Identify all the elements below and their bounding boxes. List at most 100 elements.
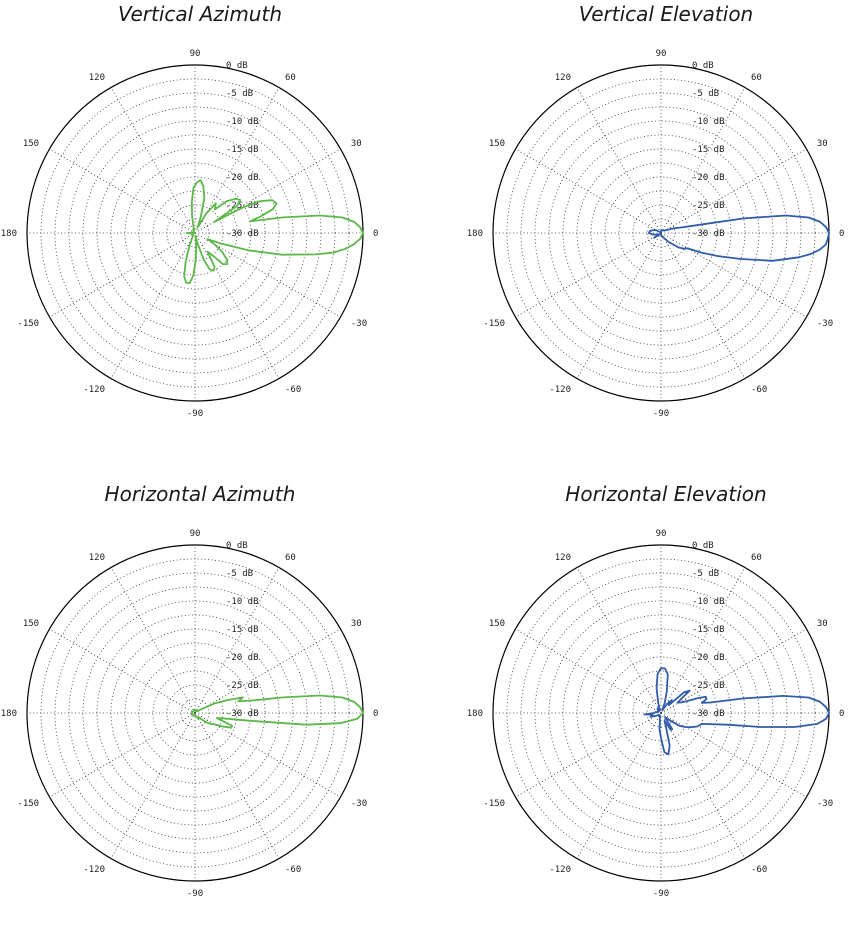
radial-tick-label: -10 dB xyxy=(692,597,725,607)
grid-spoke xyxy=(110,87,196,234)
radial-tick-label: -5 dB xyxy=(692,89,719,99)
polar-grid xyxy=(493,65,829,401)
angle-tick-label: -30 xyxy=(351,319,367,329)
grid-spoke xyxy=(515,712,662,798)
angle-tick-label: 60 xyxy=(751,73,762,83)
radial-tick-label: 0 dB xyxy=(692,541,714,551)
grid-spoke xyxy=(49,148,196,234)
angle-tick-label: -60 xyxy=(285,865,301,875)
polar-plot: 0 30 60 90 120 150 180 -150 -120 -90 -60 -30 0 dB -5 … xyxy=(1,529,379,899)
radial-tick-label: -5 dB xyxy=(226,569,253,579)
grid-spoke xyxy=(576,87,662,234)
angle-tick-label: 0 xyxy=(839,709,844,719)
radial-tick-label: -10 dB xyxy=(226,117,259,127)
angle-tick-label: -120 xyxy=(549,385,571,395)
chart-title: Vertical Elevation xyxy=(578,2,754,26)
pattern-line xyxy=(643,667,830,756)
grid-spoke xyxy=(576,232,662,379)
angle-tick-label: 90 xyxy=(190,49,201,59)
angle-tick-label: -30 xyxy=(351,799,367,809)
grid-spoke xyxy=(49,628,196,714)
radial-tick-label: -15 dB xyxy=(226,145,259,155)
polar-grid xyxy=(27,545,363,881)
angle-tick-label: -150 xyxy=(483,319,505,329)
radial-tick-label: -25 dB xyxy=(226,681,259,691)
grid-spoke xyxy=(576,712,662,859)
angle-tick-label: -90 xyxy=(187,409,203,419)
grid-spoke xyxy=(576,567,662,714)
radial-tick-label: -30 dB xyxy=(692,709,725,719)
radial-tick-label: -20 dB xyxy=(692,653,725,663)
angle-tick-label: -60 xyxy=(285,385,301,395)
radial-tick-label: -20 dB xyxy=(692,173,725,183)
grid-spoke xyxy=(194,712,341,798)
grid-spoke xyxy=(194,712,280,859)
angle-tick-label: 120 xyxy=(89,553,105,563)
angle-tick-label: -60 xyxy=(751,385,767,395)
grid-spoke xyxy=(110,712,196,859)
angle-tick-label: 90 xyxy=(656,49,667,59)
angle-tick-label: 0 xyxy=(373,709,378,719)
polar-plot: 0 30 60 90 120 150 180 -150 -120 -90 -60 -30 0 dB -5 … xyxy=(467,529,845,899)
grid-spoke xyxy=(194,232,341,318)
radial-tick-label: -30 dB xyxy=(226,709,259,719)
chart-horizontal-elevation: Horizontal Elevation 0 30 60 90 120 150 180 -15… xyxy=(466,480,854,930)
chart-vertical-elevation: Vertical Elevation 0 30 60 90 120 150 180 -150 -… xyxy=(466,0,854,450)
angle-tick-label: 90 xyxy=(656,529,667,539)
angle-tick-label: 180 xyxy=(1,709,17,719)
grid-spoke xyxy=(660,232,746,379)
angle-tick-label: 60 xyxy=(285,553,296,563)
angle-tick-label: 90 xyxy=(190,529,201,539)
angle-tick-label: -150 xyxy=(17,799,39,809)
angle-tick-label: 150 xyxy=(23,139,39,149)
grid-spoke xyxy=(515,628,662,714)
angle-tick-label: 180 xyxy=(467,709,483,719)
radial-tick-label: -5 dB xyxy=(226,89,253,99)
angle-tick-label: -120 xyxy=(83,385,105,395)
grid-spoke xyxy=(660,628,807,714)
grid-spoke xyxy=(110,232,196,379)
grid-spoke xyxy=(515,148,662,234)
grid-spoke xyxy=(194,628,341,714)
chart-horizontal-azimuth: Horizontal Azimuth 0 30 60 90 120 150 180 -150 -… xyxy=(0,480,400,930)
angle-tick-label: 150 xyxy=(489,139,505,149)
polar-plot: 0 30 60 90 120 150 180 -150 -120 -90 -60 -30 0 dB -5 … xyxy=(467,49,845,419)
angle-tick-label: 30 xyxy=(817,139,828,149)
angle-tick-label: 0 xyxy=(373,229,378,239)
angle-tick-label: -30 xyxy=(817,799,833,809)
radial-tick-label: -5 dB xyxy=(692,569,719,579)
grid-spoke xyxy=(515,232,662,318)
chart-title: Horizontal Elevation xyxy=(565,482,767,506)
angle-tick-label: 0 xyxy=(839,229,844,239)
grid-spoke xyxy=(660,712,746,859)
grid-spoke xyxy=(660,232,807,318)
angle-tick-label: 60 xyxy=(285,73,296,83)
radial-tick-label: 0 dB xyxy=(692,61,714,71)
radial-tick-label: -20 dB xyxy=(226,173,259,183)
radial-tick-label: -15 dB xyxy=(692,625,725,635)
chart-vertical-azimuth: Vertical Azimuth 0 30 60 90 120 150 180 -150 -12… xyxy=(0,0,400,450)
grid-spoke xyxy=(110,567,196,714)
angle-tick-label: 180 xyxy=(467,229,483,239)
radial-tick-label: -25 dB xyxy=(692,201,725,211)
grid-spoke xyxy=(660,148,807,234)
pattern-line xyxy=(647,214,830,262)
polar-grid xyxy=(27,65,363,401)
radial-tick-label: 0 dB xyxy=(226,541,248,551)
angle-tick-label: -60 xyxy=(751,865,767,875)
angle-tick-label: 120 xyxy=(555,553,571,563)
polar-plot: 0 30 60 90 120 150 180 -150 -120 -90 -60 -30 0 dB -5 … xyxy=(1,49,379,419)
angle-tick-label: 150 xyxy=(23,619,39,629)
grid-spoke xyxy=(194,232,280,379)
radial-tick-label: -20 dB xyxy=(226,653,259,663)
grid-spoke xyxy=(194,87,280,234)
angle-tick-label: -150 xyxy=(483,799,505,809)
radial-tick-label: -15 dB xyxy=(692,145,725,155)
grid-spoke xyxy=(660,567,746,714)
grid-spoke xyxy=(49,712,196,798)
radial-tick-label: -30 dB xyxy=(226,229,259,239)
angle-tick-label: 120 xyxy=(89,73,105,83)
grid-spoke xyxy=(49,232,196,318)
chart-title: Vertical Azimuth xyxy=(117,2,282,26)
radial-tick-label: -25 dB xyxy=(226,201,259,211)
